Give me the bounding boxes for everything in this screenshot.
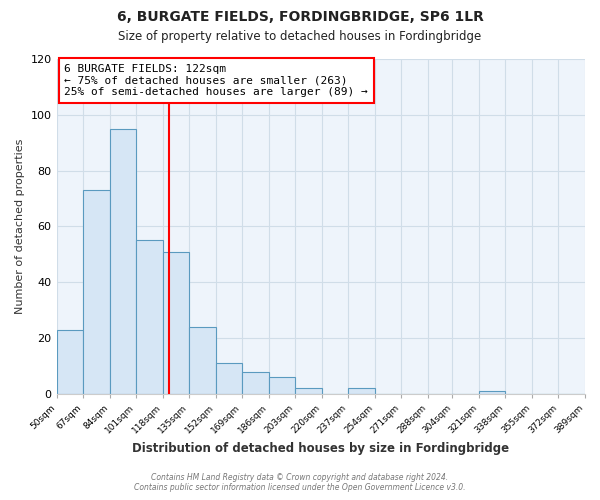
Text: Size of property relative to detached houses in Fordingbridge: Size of property relative to detached ho… bbox=[118, 30, 482, 43]
Text: Contains HM Land Registry data © Crown copyright and database right 2024.
Contai: Contains HM Land Registry data © Crown c… bbox=[134, 473, 466, 492]
Bar bbox=[215, 363, 242, 394]
Bar bbox=[56, 330, 83, 394]
Bar bbox=[348, 388, 374, 394]
Bar bbox=[189, 327, 215, 394]
Bar bbox=[83, 190, 110, 394]
Bar bbox=[242, 372, 269, 394]
Bar bbox=[163, 252, 189, 394]
Bar bbox=[269, 377, 295, 394]
X-axis label: Distribution of detached houses by size in Fordingbridge: Distribution of detached houses by size … bbox=[132, 442, 509, 455]
Text: 6 BURGATE FIELDS: 122sqm
← 75% of detached houses are smaller (263)
25% of semi-: 6 BURGATE FIELDS: 122sqm ← 75% of detach… bbox=[64, 64, 368, 97]
Bar bbox=[479, 391, 505, 394]
Text: 6, BURGATE FIELDS, FORDINGBRIDGE, SP6 1LR: 6, BURGATE FIELDS, FORDINGBRIDGE, SP6 1L… bbox=[116, 10, 484, 24]
Bar bbox=[295, 388, 322, 394]
Y-axis label: Number of detached properties: Number of detached properties bbox=[15, 139, 25, 314]
Bar bbox=[136, 240, 163, 394]
Bar bbox=[110, 129, 136, 394]
